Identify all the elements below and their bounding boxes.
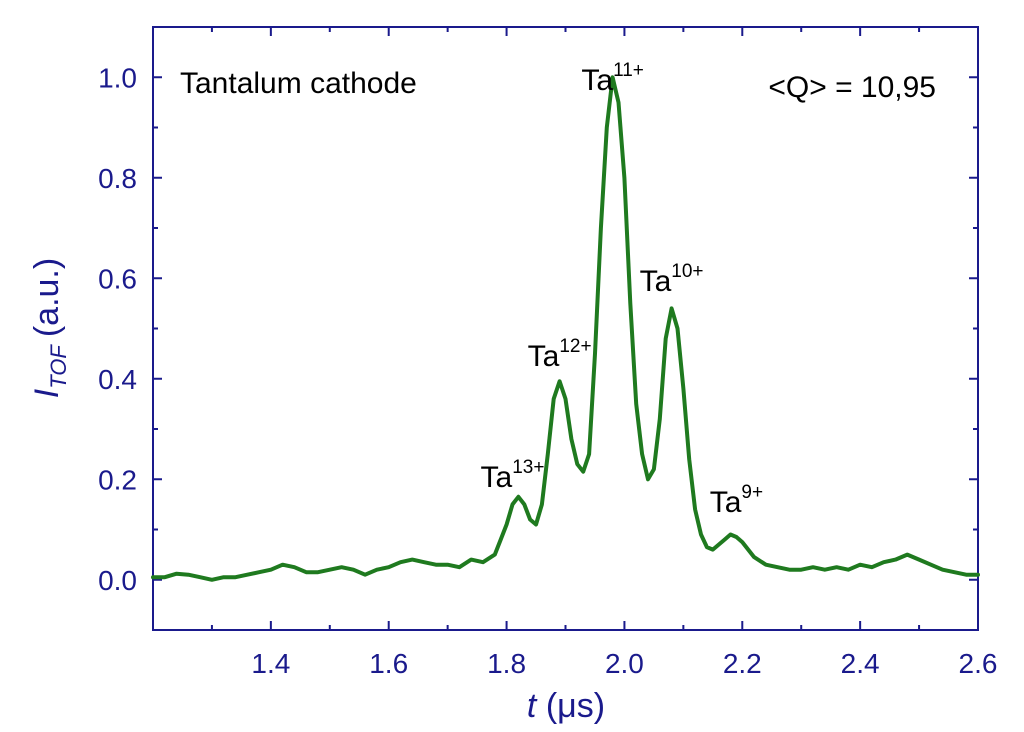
x-tick-label: 1.4 [251, 648, 290, 679]
y-tick-label: 0.2 [98, 464, 137, 495]
series-line [151, 75, 980, 582]
y-axis-subscript: TOF [46, 344, 71, 389]
x-tick-label: 2.0 [605, 648, 644, 679]
x-axis-title: t (μs) [527, 687, 605, 725]
peak-label-charge: 12+ [559, 336, 591, 357]
y-axis-title: ITOF (a.u.) [28, 258, 71, 398]
y-tick-label: 1.0 [98, 62, 137, 93]
peak-label-base: Ta [528, 340, 560, 373]
peak-label-charge: 11+ [613, 60, 644, 81]
y-tick-label: 0.0 [98, 565, 137, 596]
peak-labels: Ta11+Ta10+Ta12+Ta13+Ta9+ [481, 60, 764, 519]
x-tick-label: 1.6 [369, 648, 408, 679]
x-tick-label: 1.8 [487, 648, 526, 679]
y-tick-label: 0.4 [98, 364, 137, 395]
peak-label-charge: 9+ [741, 482, 763, 503]
peak-label-base: Ta [640, 265, 672, 298]
peak-label-charge: 13+ [512, 457, 544, 478]
peak-label: Ta13+ [481, 457, 545, 494]
plot-frame [152, 26, 979, 631]
peak-label-base: Ta [710, 486, 742, 519]
y-tick-label: 0.8 [98, 163, 137, 194]
peak-label: Ta12+ [528, 336, 592, 373]
mean-charge-label: <Q> = 10,95 [768, 71, 936, 104]
x-axis-tick-labels: 1.4 1.6 1.8 2.0 2.2 2.4 2.6 [251, 648, 997, 679]
peak-label: Ta9+ [710, 482, 763, 519]
x-axis-symbol: t [527, 687, 538, 725]
x-axis-ticks [210, 27, 979, 630]
peak-label-charge: 10+ [671, 261, 703, 282]
peak-label-base: Ta [481, 461, 513, 494]
peak-label: Ta10+ [640, 261, 704, 298]
x-tick-label: 2.4 [841, 648, 880, 679]
sample-label: Tantalum cathode [180, 67, 417, 100]
y-axis-unit: (a.u.) [28, 258, 66, 337]
x-tick-label: 2.6 [959, 648, 998, 679]
peak-label: Ta11+ [581, 60, 644, 97]
x-tick-label: 2.2 [723, 648, 762, 679]
y-tick-label: 0.6 [98, 263, 137, 294]
y-axis-symbol: I [28, 388, 66, 398]
peak-label-base: Ta [581, 64, 613, 97]
x-axis-unit: (μs) [546, 687, 605, 725]
y-axis-ticks [153, 76, 978, 631]
y-axis-tick-labels: 0.0 0.2 0.4 0.6 0.8 1.0 [98, 62, 137, 596]
